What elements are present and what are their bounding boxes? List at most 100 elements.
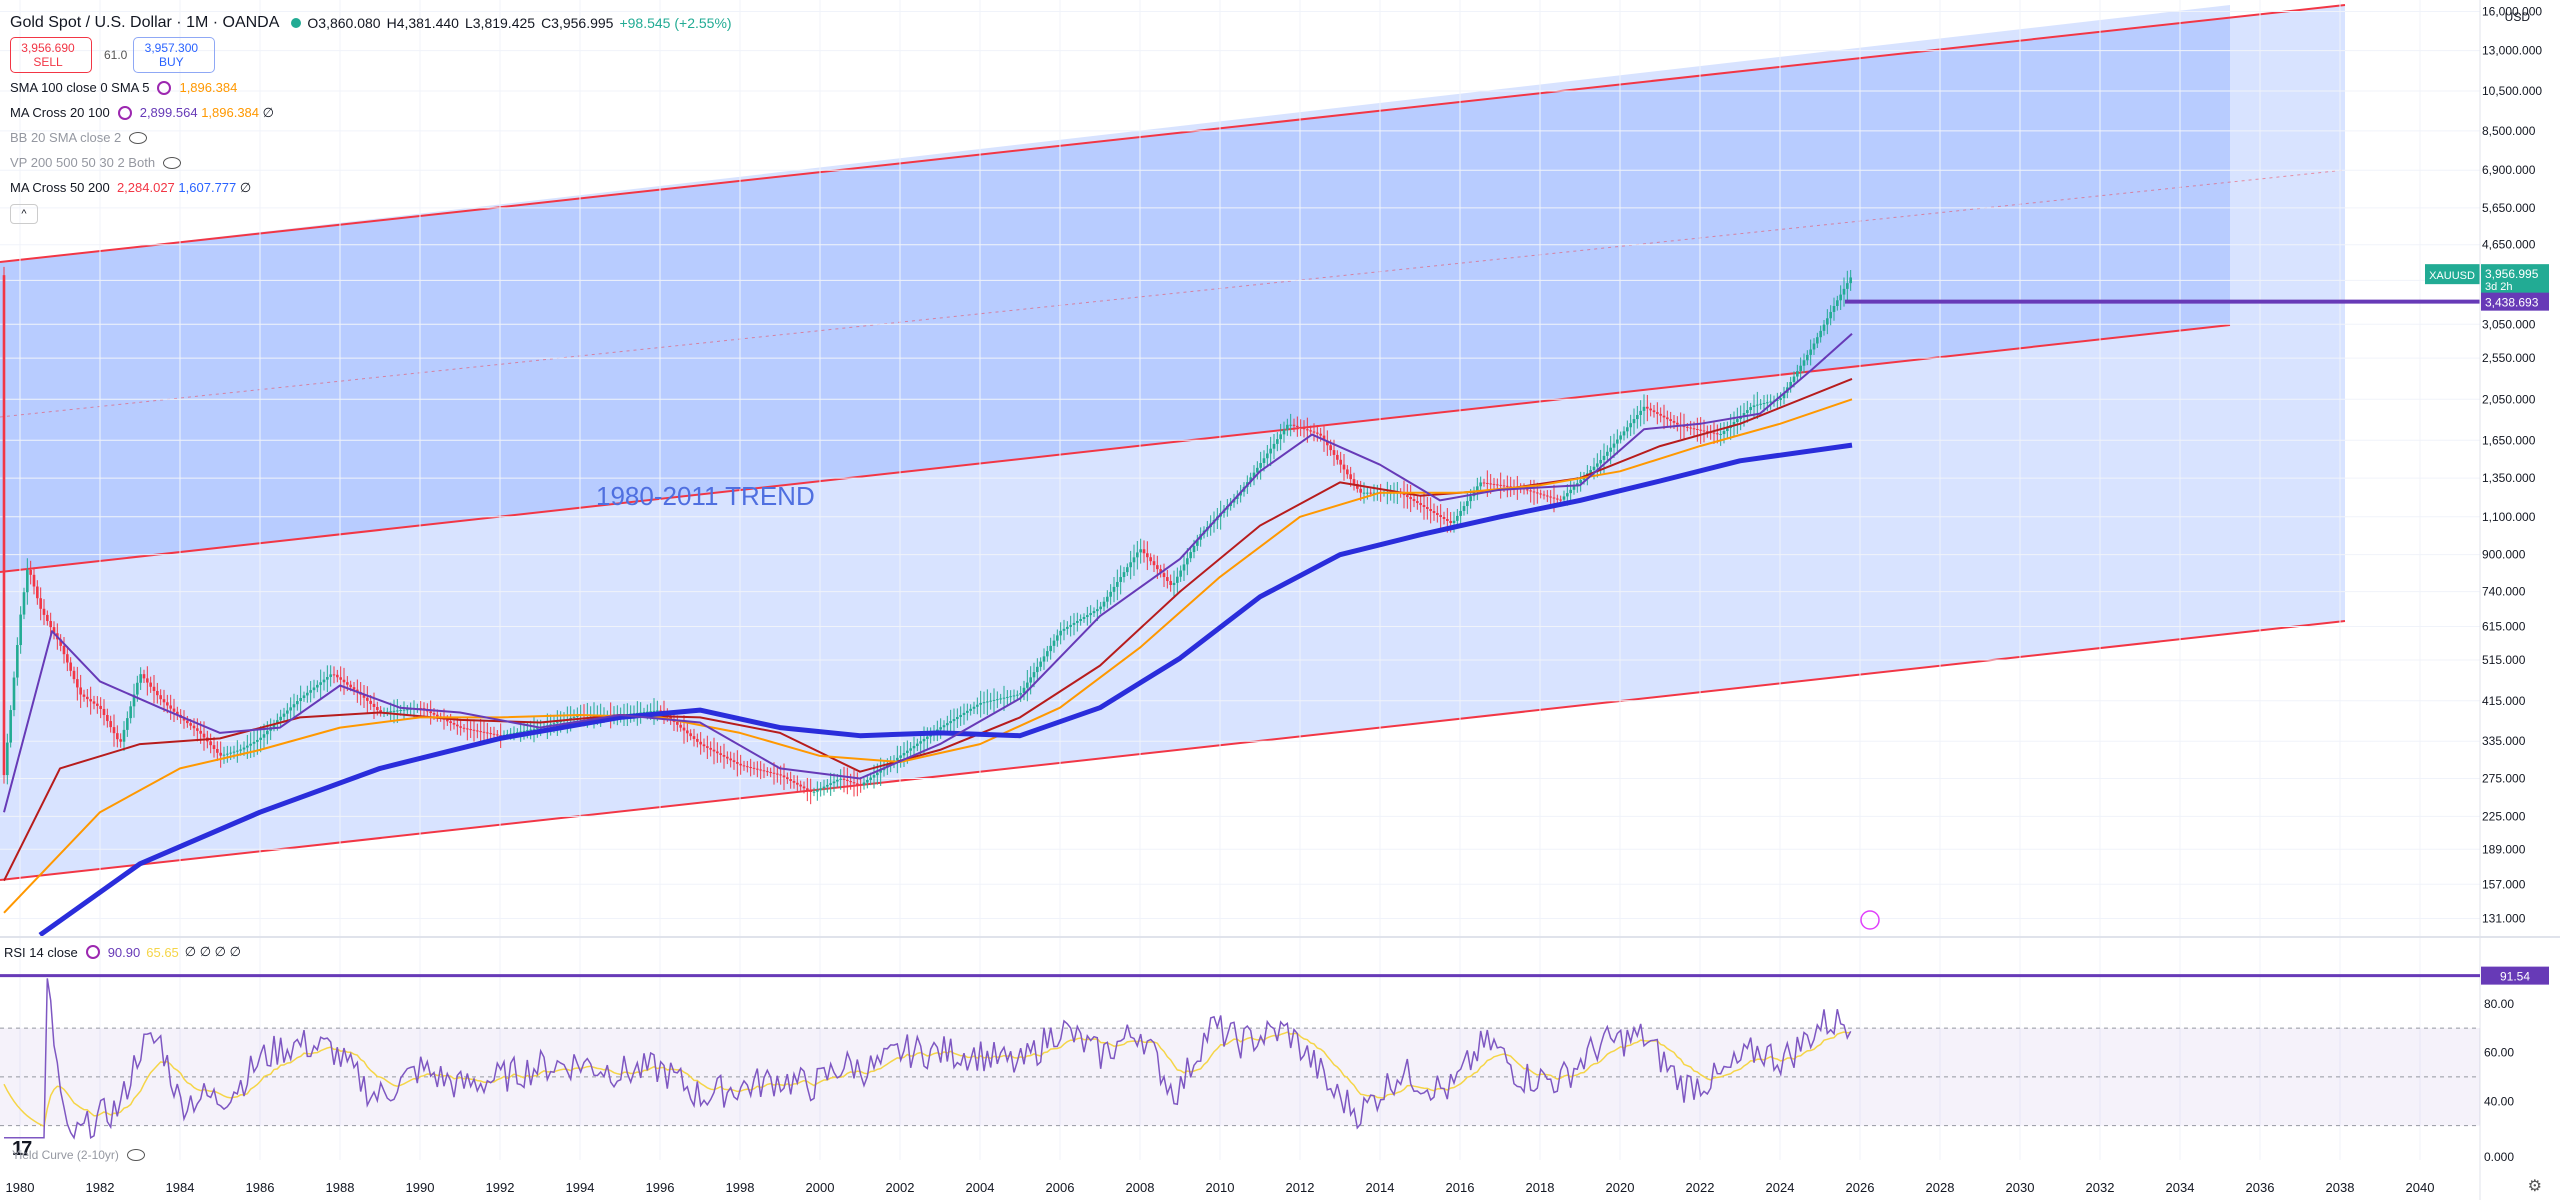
candle-body (1349, 474, 1352, 480)
candle-body (1606, 451, 1609, 456)
indicator-sma100[interactable]: SMA 100 close 0 SMA 5 1,896.384 (10, 75, 738, 100)
candle-body (372, 703, 376, 707)
price-change: +98.545 (+2.55%) (619, 14, 732, 31)
candle-body (1372, 492, 1376, 494)
candle-body (159, 695, 162, 700)
candle-body (1746, 410, 1749, 414)
candle-body (1156, 565, 1159, 570)
settings-icon[interactable] (157, 80, 172, 95)
candle-body (706, 746, 709, 748)
price-tick-label: 740.000 (2482, 585, 2526, 599)
candle-body (1186, 558, 1189, 565)
candle-body (482, 731, 486, 733)
candle-body (732, 760, 736, 763)
candle-body (1046, 651, 1049, 657)
time-tick-label: 2030 (2006, 1180, 2035, 1195)
candle-body (449, 721, 452, 723)
indicator-name: MA Cross 20 100 (10, 105, 110, 120)
candle-body (296, 701, 299, 705)
candle-body (339, 677, 342, 680)
candle-body (406, 709, 409, 711)
candle-body (222, 754, 226, 756)
gear-icon[interactable]: ⚙ (2527, 1178, 2542, 1195)
sell-button[interactable]: 3,956.690 SELL (10, 37, 92, 73)
candle-body (1442, 517, 1446, 520)
candle-body (526, 730, 529, 732)
indicator-bb[interactable]: BB 20 SMA close 2 (10, 125, 738, 150)
candle-body (872, 775, 876, 778)
candle-body (156, 690, 159, 696)
candle-body (766, 771, 769, 773)
candle-body (1662, 415, 1666, 418)
candle-body (1712, 432, 1716, 434)
candle-body (966, 710, 969, 713)
candle-body (1706, 431, 1709, 433)
candle-body (1539, 493, 1542, 495)
candle-body (1062, 628, 1066, 631)
candle-body (572, 716, 576, 718)
hidden-eye-icon[interactable] (126, 1149, 145, 1161)
candle-body (69, 662, 72, 671)
grid (0, 0, 2480, 1160)
yield-curve-indicator[interactable]: Yield Curve (2-10yr) (12, 1148, 145, 1162)
candle-body (1036, 666, 1039, 673)
candle-body (1636, 414, 1639, 420)
candle-body (492, 733, 496, 735)
time-tick-label: 1980 (6, 1180, 35, 1195)
candle-body (52, 627, 56, 634)
settings-icon[interactable] (85, 945, 100, 959)
candle-body (1589, 470, 1592, 474)
currency-label[interactable]: USD (2504, 10, 2530, 24)
candle-body (349, 684, 352, 688)
buy-button[interactable]: 3,957.300 BUY (133, 37, 216, 73)
time-tick-label: 2020 (1606, 1180, 1635, 1195)
candle-body (729, 758, 732, 761)
candle-body (1019, 693, 1022, 695)
candle-body (822, 786, 826, 789)
candle-body (639, 712, 642, 714)
candle-body (1362, 492, 1366, 494)
candle-body (819, 788, 822, 791)
candle-body (6, 742, 9, 776)
indicator-ma-cross-50-200[interactable]: MA Cross 50 200 2,284.027 1,607.777 ∅ (10, 175, 738, 200)
candle-body (976, 704, 979, 707)
candle-body (1836, 300, 1839, 306)
symbol-title[interactable]: Gold Spot / U.S. Dollar · 1M · OANDA (10, 13, 280, 31)
collapse-chevron-icon[interactable]: ^ (10, 204, 38, 224)
settings-icon[interactable] (117, 105, 132, 120)
candle-body (796, 782, 799, 785)
candle-body (679, 724, 682, 728)
candle-body (1506, 485, 1509, 487)
candle-body (686, 730, 689, 734)
candle-body (1602, 455, 1606, 460)
rsi-badge (2481, 966, 2549, 985)
time-tick-label: 2006 (1046, 1180, 1075, 1195)
indicator-vp[interactable]: VP 200 500 50 30 2 Both (10, 150, 738, 175)
candle-body (1759, 403, 1762, 405)
candle-body (49, 621, 52, 628)
candle-body (22, 592, 26, 615)
candle-body (816, 790, 819, 792)
candle-body (1309, 430, 1312, 432)
candle-body (36, 586, 39, 599)
indicator-ma-cross-20-100[interactable]: MA Cross 20 100 2,899.564 1,896.384 ∅ (10, 100, 738, 125)
candle-body (239, 749, 242, 751)
candle-body (99, 705, 102, 709)
candle-body (1826, 318, 1829, 325)
candle-body (402, 709, 406, 711)
chart-legend: Gold Spot / U.S. Dollar · 1M · OANDA O3,… (10, 10, 738, 224)
hidden-eye-icon[interactable] (129, 131, 148, 144)
tradingview-logo[interactable]: 17 (12, 1138, 32, 1160)
hidden-eye-icon[interactable] (163, 156, 182, 169)
price-tick-label: 6,900.000 (2482, 163, 2536, 177)
candle-body (446, 719, 449, 722)
candle-body (1319, 433, 1322, 436)
ohlc-open: O3,860.080 (307, 14, 381, 31)
candle-body (329, 674, 332, 678)
candle-body (1406, 495, 1409, 498)
candle-body (676, 721, 679, 725)
indicator-tail: ∅ (239, 179, 252, 195)
indicator-value: 1,896.384 (179, 80, 238, 95)
candle-body (979, 702, 982, 705)
